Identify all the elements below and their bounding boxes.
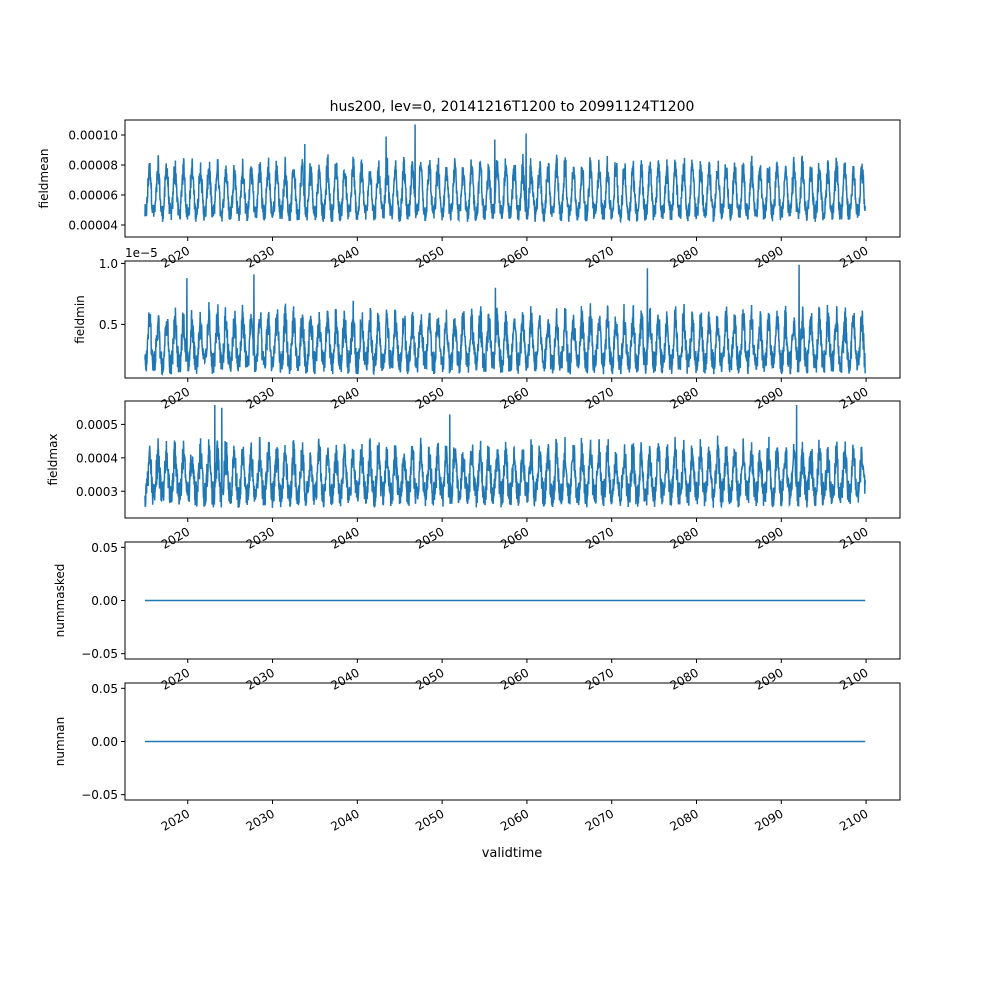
series-line-fieldmax <box>144 404 866 509</box>
y-tick-label: 0.0004 <box>76 451 118 465</box>
x-tick-label: 2050 <box>413 524 446 551</box>
axes-frame <box>124 260 901 379</box>
x-tick-label: 2090 <box>752 524 785 551</box>
x-tick-label: 2040 <box>328 665 361 692</box>
x-tick-label: 2100 <box>837 665 870 692</box>
y-tick-label: 0.00004 <box>68 219 118 233</box>
y-tick-label: 0.00 <box>91 735 118 749</box>
axes-frame <box>124 400 901 519</box>
x-tick-label: 2080 <box>668 665 701 692</box>
x-tick-label: 2070 <box>583 665 616 692</box>
y-tick-label: −0.05 <box>81 788 118 802</box>
x-tick-label: 2090 <box>752 806 785 833</box>
y-axis-label: fieldmax <box>46 433 60 485</box>
x-tick-label: 2030 <box>244 806 277 833</box>
x-tick-label: 2090 <box>752 243 785 270</box>
x-tick-label: 2050 <box>413 806 446 833</box>
x-tick-label: 2080 <box>668 806 701 833</box>
y-tick-label: 0.00008 <box>68 159 118 173</box>
x-tick-label: 2100 <box>837 243 870 270</box>
subplot-nummasked: −0.05 0.00 0.05 nummasked 2020 2030 2040 2050 20… <box>53 541 901 693</box>
y-axis-label: nummasked <box>53 564 67 638</box>
x-tick-label: 2100 <box>837 806 870 833</box>
x-tick-label: 2040 <box>328 806 361 833</box>
x-tick-label: 2060 <box>498 243 531 270</box>
x-tick-label: 2060 <box>498 384 531 411</box>
subplot-fieldmean: 0.00004 0.00006 0.00008 0.00010 fieldmean 202… <box>37 119 901 271</box>
x-tick-label: 2050 <box>413 384 446 411</box>
x-tick-label: 2090 <box>752 384 785 411</box>
x-tick-label: 2050 <box>413 243 446 270</box>
x-tick-label: 2040 <box>328 384 361 411</box>
x-tick-label: 2020 <box>159 384 192 411</box>
y-axis-label: fieldmean <box>37 149 51 209</box>
y-tick-label: 1.0 <box>99 257 118 271</box>
x-tick-label: 2090 <box>752 665 785 692</box>
x-tick-label: 2050 <box>413 665 446 692</box>
x-tick-label: 2070 <box>583 524 616 551</box>
series-line-fieldmean <box>144 124 866 224</box>
y-tick-label: 0.0005 <box>76 418 118 432</box>
y-tick-label: 0.00006 <box>68 189 118 203</box>
x-tick-label: 2080 <box>668 524 701 551</box>
x-tick-label: 2030 <box>244 665 277 692</box>
y-tick-label: 0.0003 <box>76 485 118 499</box>
x-tick-label: 2020 <box>159 665 192 692</box>
x-tick-label: 2080 <box>668 243 701 270</box>
subplot-fieldmax: 0.0003 0.0004 0.0005 fieldmax 2020 2030 2040 20… <box>46 400 901 552</box>
x-axis-label: validtime <box>482 846 543 861</box>
y-tick-label: 0.05 <box>91 541 118 555</box>
y-tick-label: 0.00 <box>91 594 118 608</box>
x-tick-label: 2060 <box>498 665 531 692</box>
y-tick-label: −0.05 <box>81 647 118 661</box>
x-tick-label: 2030 <box>244 524 277 551</box>
series-line-fieldmin <box>144 264 866 376</box>
x-tick-label: 2020 <box>159 243 192 270</box>
x-tick-label: 2100 <box>837 524 870 551</box>
subplot-numnan: −0.05 0.00 0.05 numnan 2020 2030 2040 2050 2060 2… <box>53 682 901 834</box>
x-tick-label: 2020 <box>159 524 192 551</box>
x-tick-label: 2030 <box>244 243 277 270</box>
y-tick-label: 0.05 <box>91 682 118 696</box>
subplot-fieldmin: 0.5 1.0 1e−5 fieldmin 2020 2030 2040 2050 2060 20… <box>73 246 901 412</box>
x-tick-label: 2070 <box>583 806 616 833</box>
x-tick-label: 2020 <box>159 806 192 833</box>
x-tick-label: 2080 <box>668 384 701 411</box>
y-axis-label: numnan <box>53 717 67 766</box>
x-tick-label: 2070 <box>583 243 616 270</box>
y-tick-label: 0.5 <box>99 318 118 332</box>
x-tick-label: 2040 <box>328 243 361 270</box>
y-offset-text: 1e−5 <box>125 246 158 260</box>
chart-title: hus200, lev=0, 20141216T1200 to 20991124… <box>330 99 695 115</box>
axes-frame <box>124 119 901 238</box>
x-tick-label: 2060 <box>498 806 531 833</box>
x-tick-label: 2040 <box>328 524 361 551</box>
x-tick-label: 2070 <box>583 384 616 411</box>
x-tick-label: 2060 <box>498 524 531 551</box>
y-axis-label: fieldmin <box>73 295 87 344</box>
y-tick-label: 0.00010 <box>68 129 118 143</box>
x-tick-label: 2100 <box>837 384 870 411</box>
x-tick-label: 2030 <box>244 384 277 411</box>
